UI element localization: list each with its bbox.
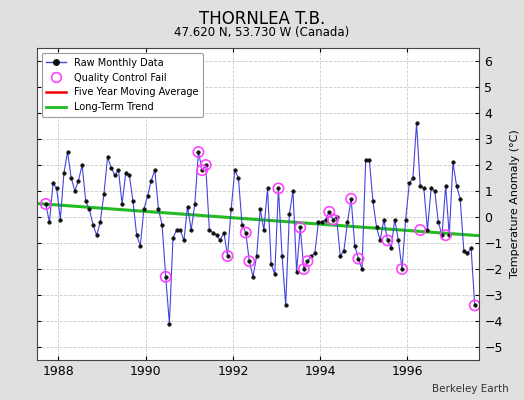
Quality Control Fail [300,266,308,272]
Y-axis label: Temperature Anomaly (°C): Temperature Anomaly (°C) [510,130,520,278]
Quality Control Fail [303,258,312,264]
Quality Control Fail [347,196,355,202]
Quality Control Fail [329,216,337,223]
Raw Monthly Data [391,217,398,222]
Quality Control Fail [245,258,254,264]
Raw Monthly Data [359,266,365,271]
Raw Monthly Data [181,238,187,243]
Raw Monthly Data [166,321,172,326]
Legend: Raw Monthly Data, Quality Control Fail, Five Year Moving Average, Long-Term Tren: Raw Monthly Data, Quality Control Fail, … [41,53,203,117]
Quality Control Fail [274,185,282,192]
Quality Control Fail [202,162,210,168]
Quality Control Fail [242,229,250,236]
Quality Control Fail [416,227,424,233]
Text: THORNLEA T.B.: THORNLEA T.B. [199,10,325,28]
Raw Monthly Data [472,303,478,308]
Raw Monthly Data [130,199,136,204]
Raw Monthly Data [42,202,49,206]
Quality Control Fail [194,149,203,155]
Quality Control Fail [325,209,333,215]
Raw Monthly Data [413,121,420,126]
Quality Control Fail [161,274,170,280]
Quality Control Fail [354,255,363,262]
Quality Control Fail [198,167,206,174]
Line: Raw Monthly Data: Raw Monthly Data [44,122,476,325]
Quality Control Fail [441,232,450,238]
Quality Control Fail [398,266,406,272]
Raw Monthly Data [417,183,423,188]
Raw Monthly Data [297,225,303,230]
Quality Control Fail [41,201,50,207]
Quality Control Fail [223,253,232,259]
Quality Control Fail [296,224,304,230]
Text: Berkeley Earth: Berkeley Earth [432,384,508,394]
Quality Control Fail [384,237,392,244]
Text: 47.620 N, 53.730 W (Canada): 47.620 N, 53.730 W (Canada) [174,26,350,39]
Quality Control Fail [471,302,479,309]
